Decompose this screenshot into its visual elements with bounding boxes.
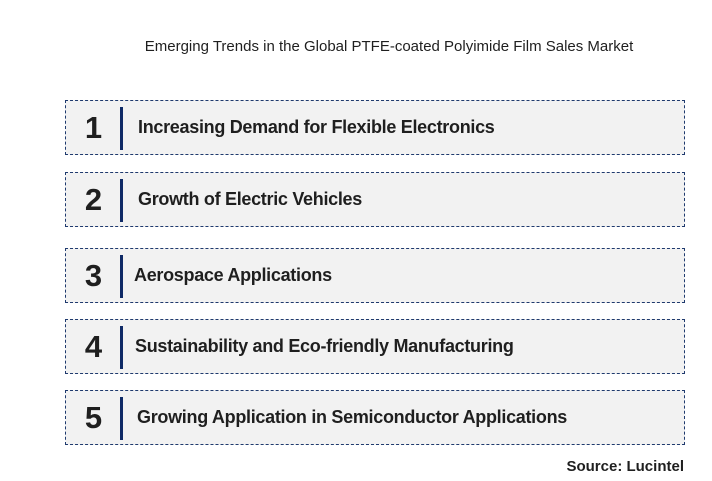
trend-divider-bar	[120, 107, 123, 150]
trend-divider-bar	[120, 255, 123, 298]
trend-divider-bar	[120, 179, 123, 222]
trend-divider-bar	[120, 397, 123, 440]
trend-row-1: 1 Increasing Demand for Flexible Electro…	[65, 100, 685, 155]
trend-number: 2	[84, 181, 103, 217]
source-caption: Source: Lucintel	[566, 458, 684, 475]
trend-label: Sustainability and Eco-friendly Manufact…	[135, 336, 514, 356]
trend-number: 4	[84, 328, 103, 364]
trend-row-5: 5 Growing Application in Semiconductor A…	[65, 390, 685, 445]
trend-label: Growth of Electric Vehicles	[138, 189, 362, 209]
trend-label: Aerospace Applications	[134, 265, 332, 285]
trend-row-2: 2 Growth of Electric Vehicles	[65, 172, 685, 227]
trend-number: 5	[84, 399, 103, 435]
trend-row-4: 4 Sustainability and Eco-friendly Manufa…	[65, 319, 685, 374]
trend-number: 1	[84, 109, 103, 145]
trend-label: Increasing Demand for Flexible Electroni…	[138, 117, 495, 137]
trend-divider-bar	[120, 326, 123, 369]
trend-row-3: 3 Aerospace Applications	[65, 248, 685, 303]
trend-number: 3	[84, 257, 103, 293]
diagram-title: Emerging Trends in the Global PTFE-coate…	[144, 38, 634, 55]
trend-label: Growing Application in Semiconductor App…	[137, 407, 567, 427]
